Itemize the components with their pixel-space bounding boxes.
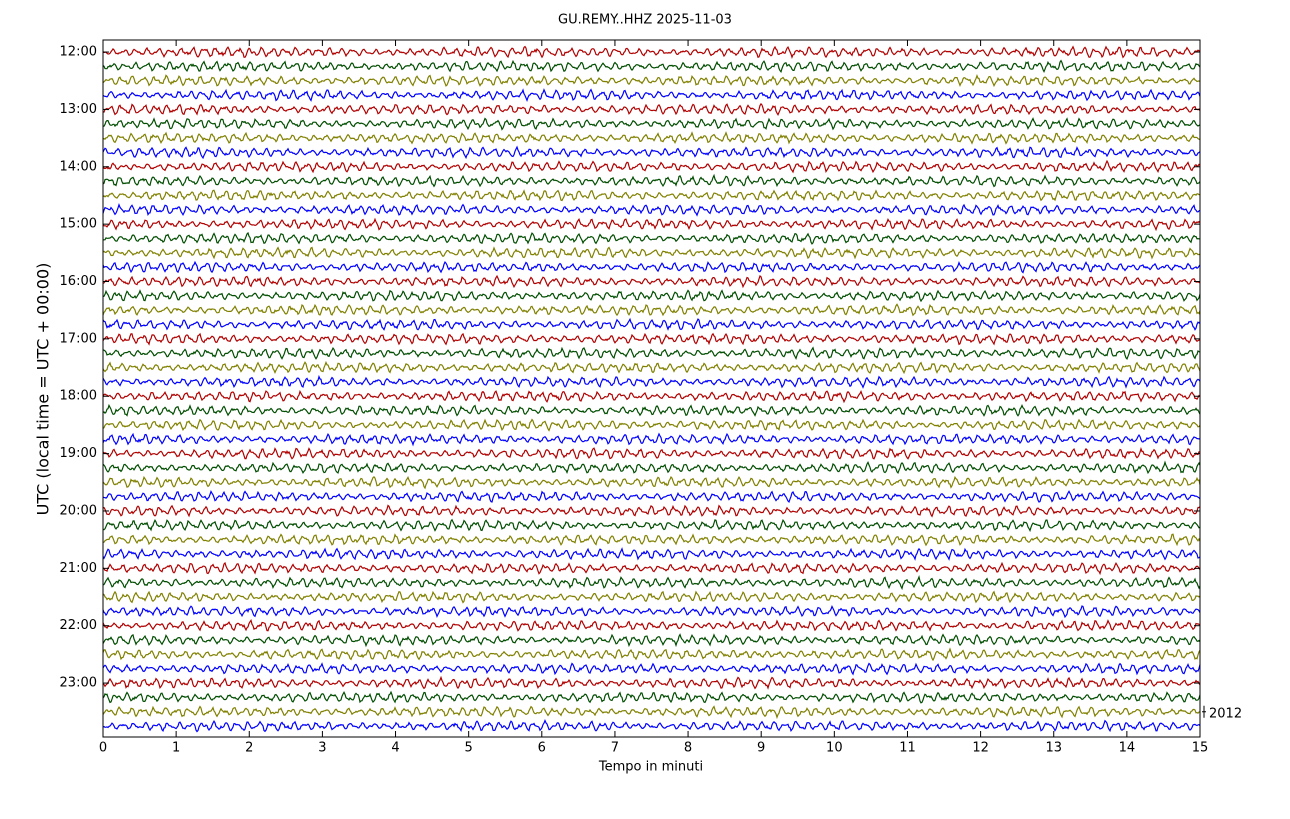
trace <box>102 675 1201 690</box>
trace <box>103 117 1201 131</box>
x-tick-label: 5 <box>465 741 473 756</box>
trace <box>102 504 1201 518</box>
trace <box>102 447 1200 460</box>
trace <box>102 131 1201 145</box>
x-tick-label: 0 <box>99 741 107 756</box>
trace <box>102 303 1201 317</box>
trace <box>102 274 1201 289</box>
trace <box>102 475 1201 490</box>
trace <box>102 332 1201 346</box>
y-tick-label: 16:00 <box>60 274 97 289</box>
trace <box>102 246 1201 260</box>
trace <box>102 561 1201 576</box>
trace <box>102 533 1201 547</box>
trace <box>102 490 1201 503</box>
trace <box>102 389 1201 404</box>
x-tick-label: 8 <box>684 741 692 756</box>
trace <box>102 374 1201 389</box>
trace <box>102 619 1201 632</box>
y-tick-label: 23:00 <box>60 676 97 691</box>
trace <box>102 460 1201 475</box>
trace <box>102 575 1201 591</box>
trace <box>102 317 1201 331</box>
trace <box>102 88 1201 103</box>
x-tick-label: 15 <box>1192 741 1209 756</box>
trace <box>102 289 1201 303</box>
trace <box>102 173 1201 188</box>
trace <box>102 102 1201 116</box>
x-tick-label: 7 <box>611 741 619 756</box>
trace <box>102 260 1201 274</box>
trace <box>102 403 1201 417</box>
trace <box>102 231 1201 245</box>
trace <box>102 346 1201 361</box>
y-tick-label: 17:00 <box>60 331 97 346</box>
trace <box>102 159 1201 174</box>
trace <box>102 633 1201 648</box>
trace <box>102 45 1201 59</box>
trace <box>102 217 1201 232</box>
y-axis-label: UTC (local time = UTC + 00:00) <box>34 263 53 516</box>
y-tick-label: 21:00 <box>60 561 97 576</box>
plot-frame <box>102 39 1201 738</box>
x-tick-label: 10 <box>826 741 843 756</box>
y-tick-label: 13:00 <box>60 102 97 117</box>
y-tick-label: 20:00 <box>60 503 97 518</box>
x-axis-label: Tempo in minuti <box>598 760 703 775</box>
y-tick-label: 14:00 <box>60 159 97 174</box>
x-tick-label: 4 <box>391 741 399 756</box>
trace <box>102 719 1201 733</box>
trace <box>102 189 1200 202</box>
trace <box>102 145 1201 160</box>
trace <box>102 705 1201 720</box>
trace <box>102 604 1201 619</box>
trace <box>102 547 1201 561</box>
trace <box>102 203 1201 217</box>
y-tick-label: 12:00 <box>60 45 97 60</box>
trace <box>102 590 1201 604</box>
trace <box>102 73 1201 88</box>
x-tick-label: 13 <box>1045 741 1062 756</box>
x-tick-label: 12 <box>972 741 989 756</box>
chart-title: GU.REMY..HHZ 2025-11-03 <box>558 13 732 28</box>
trace <box>102 518 1201 533</box>
y-tick-label: 15:00 <box>60 217 97 232</box>
trace <box>102 360 1201 375</box>
traces <box>102 45 1201 733</box>
x-tick-label: 6 <box>538 741 546 756</box>
x-tick-label: 1 <box>172 741 180 756</box>
trace <box>102 418 1201 432</box>
trace <box>102 662 1201 676</box>
trace <box>102 647 1201 662</box>
y-tick-label: 19:00 <box>60 446 97 461</box>
x-tick-label: 3 <box>318 741 326 756</box>
trace <box>102 59 1201 74</box>
trace <box>102 690 1201 704</box>
x-tick-label: 2 <box>245 741 253 756</box>
trace <box>102 432 1201 447</box>
x-tick-label: 9 <box>757 741 765 756</box>
scale-label: 2012 <box>1209 706 1242 721</box>
y-tick-label: 22:00 <box>60 618 97 633</box>
x-tick-label: 11 <box>899 741 916 756</box>
x-tick-label: 14 <box>1119 741 1136 756</box>
y-tick-label: 18:00 <box>60 389 97 404</box>
